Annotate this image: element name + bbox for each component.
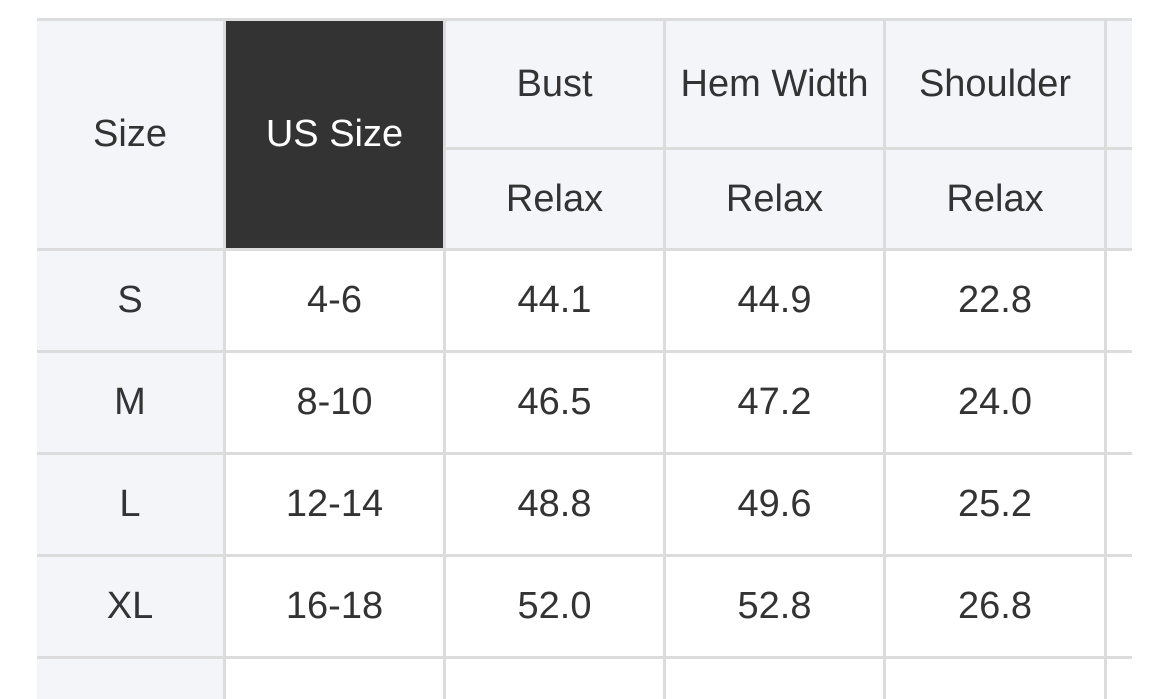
row-bust: 52.0 — [446, 557, 663, 656]
row-bust: 44.1 — [446, 251, 663, 350]
row-extra-partial — [1107, 353, 1132, 452]
subheader-shoulder: Relax — [886, 150, 1104, 248]
row-extra-partial — [1107, 251, 1132, 350]
row-hem-width: 49.6 — [666, 455, 883, 554]
row-us-size: 4-6 — [226, 251, 443, 350]
subheader-extra-partial — [1107, 150, 1132, 248]
row-partial-cell — [226, 659, 443, 699]
row-bust: 46.5 — [446, 353, 663, 452]
header-hem-width: Hem Width — [666, 21, 883, 147]
row-bust: 48.8 — [446, 455, 663, 554]
subheader-bust: Relax — [446, 150, 663, 248]
header-size: Size — [37, 21, 223, 248]
row-us-size: 8-10 — [226, 353, 443, 452]
row-partial-cell — [37, 659, 223, 699]
row-us-size: 16-18 — [226, 557, 443, 656]
header-shoulder: Shoulder — [886, 21, 1104, 147]
header-bust: Bust — [446, 21, 663, 147]
row-partial-cell — [666, 659, 883, 699]
size-chart-table: Size US Size Bust Hem Width Shoulder Rel… — [37, 18, 1132, 699]
row-extra-partial — [1107, 455, 1132, 554]
row-size: M — [37, 353, 223, 452]
row-size: S — [37, 251, 223, 350]
row-partial-cell — [1107, 659, 1132, 699]
header-us-size: US Size — [226, 21, 443, 248]
row-hem-width: 47.2 — [666, 353, 883, 452]
subheader-hem-width: Relax — [666, 150, 883, 248]
row-hem-width: 44.9 — [666, 251, 883, 350]
row-size: XL — [37, 557, 223, 656]
row-partial-cell — [446, 659, 663, 699]
row-hem-width: 52.8 — [666, 557, 883, 656]
row-shoulder: 22.8 — [886, 251, 1104, 350]
row-shoulder: 25.2 — [886, 455, 1104, 554]
row-shoulder: 24.0 — [886, 353, 1104, 452]
row-us-size: 12-14 — [226, 455, 443, 554]
row-size: L — [37, 455, 223, 554]
row-extra-partial — [1107, 557, 1132, 656]
header-extra-partial — [1107, 21, 1132, 147]
row-shoulder: 26.8 — [886, 557, 1104, 656]
row-partial-cell — [886, 659, 1104, 699]
